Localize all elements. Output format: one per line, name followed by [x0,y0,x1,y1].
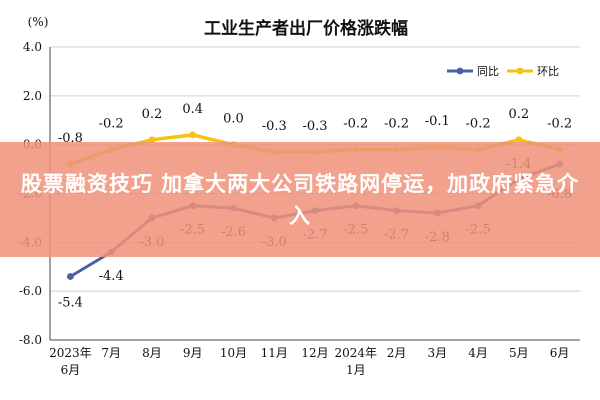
y-tick-label: 2.0 [23,89,42,103]
data-point [515,136,523,144]
x-tick-label: 4月 [468,346,488,360]
x-tick-label: 12月 [301,346,328,360]
chart-title: 工业生产者出厂价格涨跌幅 [204,18,408,39]
data-label: -0.2 [99,117,124,132]
x-tick-label: 11月 [261,346,288,360]
y-tick-label: -8.0 [19,333,42,347]
data-label: -0.2 [343,117,368,132]
x-tick-label: 5月 [509,346,529,360]
data-label: 0.2 [142,107,163,122]
x-tick-label: 2月 [387,346,407,360]
y-axis-label: (%) [28,15,49,29]
x-tick-label: 2024年 [334,346,377,360]
data-label: -0.2 [466,117,491,132]
data-label: -0.2 [384,117,409,132]
x-tick-label: 6月 [550,346,570,360]
x-tick-label: 10月 [220,346,247,360]
x-tick-label: 9月 [183,346,203,360]
x-tick-label: 7月 [101,346,121,360]
data-point [148,136,156,144]
legend-swatch-marker [456,67,464,75]
data-label: 0.0 [223,112,244,127]
y-tick-label: -6.0 [19,284,42,298]
legend-label: 同比 [477,65,499,78]
headline-text[interactable]: 股票融资技巧 加拿大两大公司铁路网停运，加政府紧急介入 [20,171,580,228]
legend-swatch-marker [516,67,524,75]
data-label: 0.4 [182,102,203,117]
data-point [66,273,74,280]
y-tick-label: 4.0 [23,40,42,54]
data-label: -0.2 [547,117,572,132]
x-tick-label: 3月 [427,346,447,360]
headline-banner[interactable]: 股票融资技巧 加拿大两大公司铁路网停运，加政府紧急介入 [0,142,600,257]
x-tick-label: 1月 [346,363,366,377]
data-point [189,131,197,139]
x-tick-label: 8月 [142,346,162,360]
legend-label: 环比 [537,65,559,78]
data-label: 0.2 [509,107,530,122]
data-label: -0.3 [302,119,327,134]
data-label: -5.4 [58,296,83,311]
x-tick-label: 2023年 [49,346,92,360]
data-label: -0.3 [262,119,287,134]
data-label: -0.1 [425,114,450,129]
x-tick-label: 6月 [61,363,81,377]
data-label: -4.4 [99,269,124,284]
